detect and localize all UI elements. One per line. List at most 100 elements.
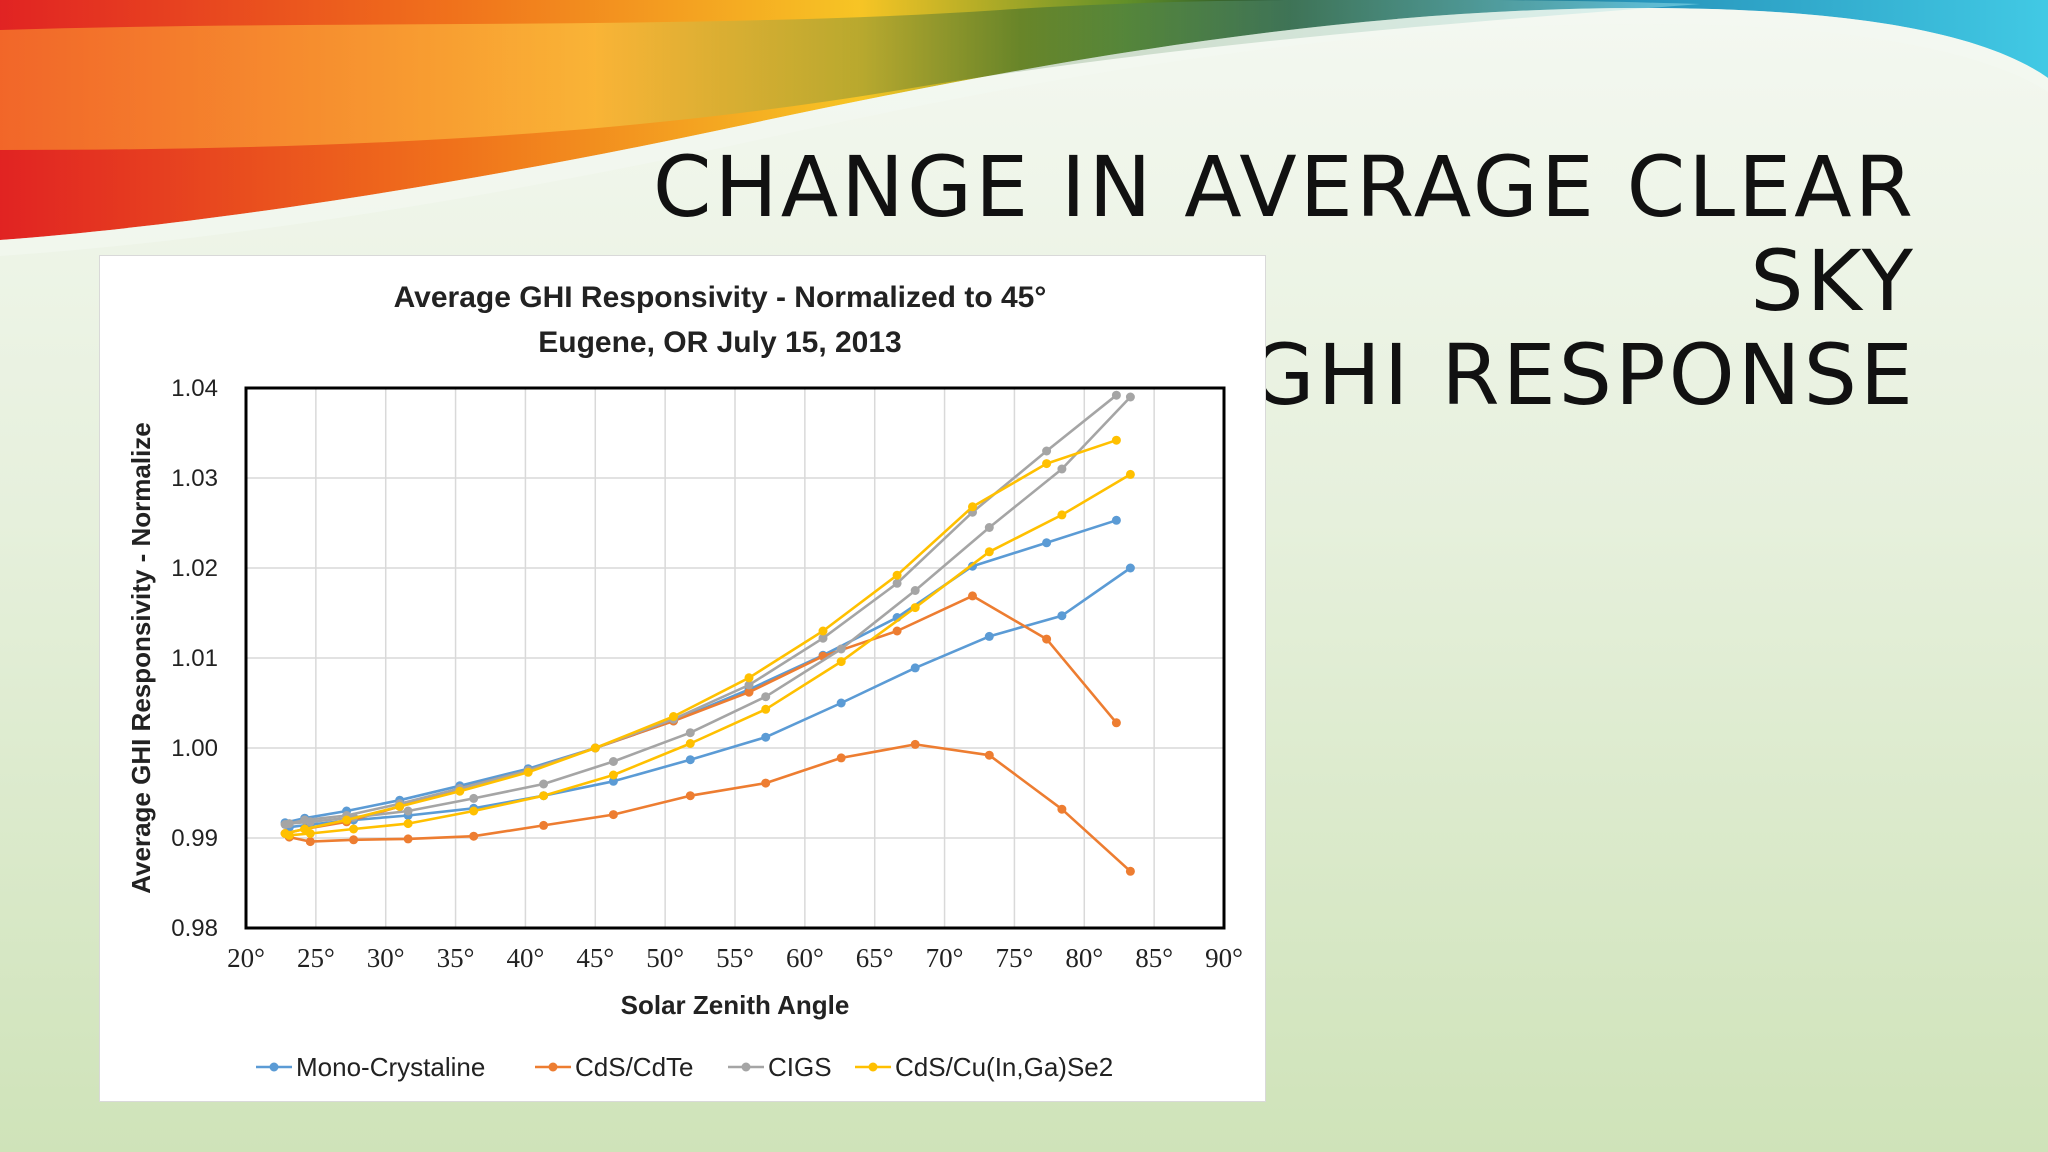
y-tick-label: 1.04 (171, 375, 218, 402)
legend-swatch-marker (741, 1062, 751, 1072)
x-tick-label: 25° (297, 943, 335, 973)
series-line (289, 396, 1132, 825)
series-line (289, 473, 1132, 837)
data-point (1111, 718, 1121, 728)
data-point (761, 732, 771, 742)
data-point (349, 824, 359, 834)
data-point (984, 750, 994, 760)
data-point (744, 680, 754, 690)
data-point (539, 791, 549, 801)
y-tick-label: 0.98 (171, 915, 218, 942)
data-point (403, 819, 413, 829)
y-axis-label: Average GHI Responsivity - Normalize (126, 422, 156, 894)
x-tick-label: 85° (1135, 943, 1173, 973)
legend-swatch-marker (269, 1062, 279, 1072)
data-point (984, 631, 994, 641)
data-point (403, 834, 413, 844)
data-point (469, 806, 479, 816)
data-point (1111, 515, 1121, 525)
data-point (836, 644, 846, 654)
data-point (1125, 392, 1135, 402)
series-cds-cdte (280, 591, 1135, 876)
chart-title: Average GHI Responsivity - Normalized to… (394, 281, 1047, 314)
data-point (1125, 866, 1135, 876)
data-point (349, 835, 359, 845)
legend-item: CdS/CdTe (535, 1052, 694, 1082)
data-point (761, 778, 771, 788)
series-line (289, 566, 1132, 829)
data-point (761, 692, 771, 702)
data-point (1042, 459, 1052, 469)
series-line (289, 743, 1132, 873)
y-tick-label: 1.03 (171, 465, 218, 492)
data-point (761, 704, 771, 714)
chart: Average GHI Responsivity - Normalized to… (126, 281, 1243, 1082)
data-point (968, 591, 977, 601)
x-tick-label: 70° (926, 943, 964, 973)
data-point (284, 819, 294, 829)
data-point (1111, 435, 1121, 445)
x-tick-label: 20° (227, 943, 265, 973)
data-point (685, 791, 695, 801)
data-point (836, 753, 846, 763)
series-cigs (280, 390, 1135, 829)
y-tick-label: 0.99 (171, 825, 218, 852)
chart-legend: Mono-Crystaline CdS/CdTe CIGS CdS/Cu(In,Ga)… (256, 1052, 1113, 1082)
x-tick-label: 80° (1065, 943, 1103, 973)
data-point (1057, 804, 1067, 814)
data-point (455, 786, 465, 796)
data-point (305, 817, 315, 827)
data-point (669, 712, 678, 721)
slide-title-line-2: GHI RESPONSE (1249, 326, 1916, 424)
x-axis-ticks: 20° 25° 30° 35° 40° 45° 50° 55° 60° 65° 70° 75° 80° 8… (227, 943, 1243, 973)
data-point (539, 820, 549, 830)
legend-label: CIGS (768, 1052, 832, 1082)
data-point (469, 793, 479, 803)
y-tick-label: 1.00 (171, 735, 218, 762)
data-point (539, 779, 549, 789)
legend-swatch-marker (548, 1062, 558, 1072)
data-point (342, 815, 352, 825)
data-point (1125, 469, 1135, 479)
x-tick-label: 45° (576, 943, 614, 973)
series-layer (280, 390, 1135, 876)
x-tick-label: 40° (507, 943, 545, 973)
x-tick-label: 90° (1205, 943, 1243, 973)
series-line (284, 394, 1118, 826)
data-point (1057, 464, 1067, 474)
y-tick-label: 1.02 (171, 555, 218, 582)
data-point (910, 586, 920, 595)
data-point (836, 657, 846, 667)
data-point (818, 626, 828, 636)
chart-panel: Average GHI Responsivity - Normalized to… (99, 255, 1266, 1102)
data-point (685, 728, 695, 738)
data-point (1042, 446, 1052, 456)
slide-title-line-1: CHANGE IN AVERAGE CLEAR SKY (652, 138, 1916, 330)
data-point (469, 831, 479, 841)
chart-gridlines (246, 388, 1224, 928)
x-tick-label: 75° (996, 943, 1034, 973)
x-axis-label: Solar Zenith Angle (621, 990, 850, 1020)
legend-item: CdS/Cu(In,Ga)Se2 (855, 1052, 1113, 1082)
data-point (1125, 563, 1135, 573)
y-axis-ticks: 0.98 0.99 1.00 1.01 1.02 1.03 1.04 (171, 375, 218, 942)
data-point (968, 502, 977, 512)
legend-label: Mono-Crystaline (296, 1052, 485, 1082)
legend-swatch-marker (868, 1062, 878, 1072)
data-point (910, 739, 920, 749)
legend-item: Mono-Crystaline (256, 1052, 485, 1082)
data-point (818, 633, 828, 643)
series-line (284, 519, 1117, 824)
chart-subtitle: Eugene, OR July 15, 2013 (538, 326, 902, 359)
data-point (608, 770, 618, 780)
data-point (744, 687, 754, 697)
data-point (1057, 510, 1067, 520)
data-point (590, 743, 600, 753)
data-point (608, 757, 618, 766)
plot-area-border (244, 386, 1226, 930)
decorative-swoosh (0, 0, 2048, 256)
data-point (284, 830, 294, 840)
series-cds-cu-in-ga-se2 (280, 435, 1135, 840)
legend-item: CIGS (728, 1052, 832, 1082)
data-point (685, 755, 695, 765)
